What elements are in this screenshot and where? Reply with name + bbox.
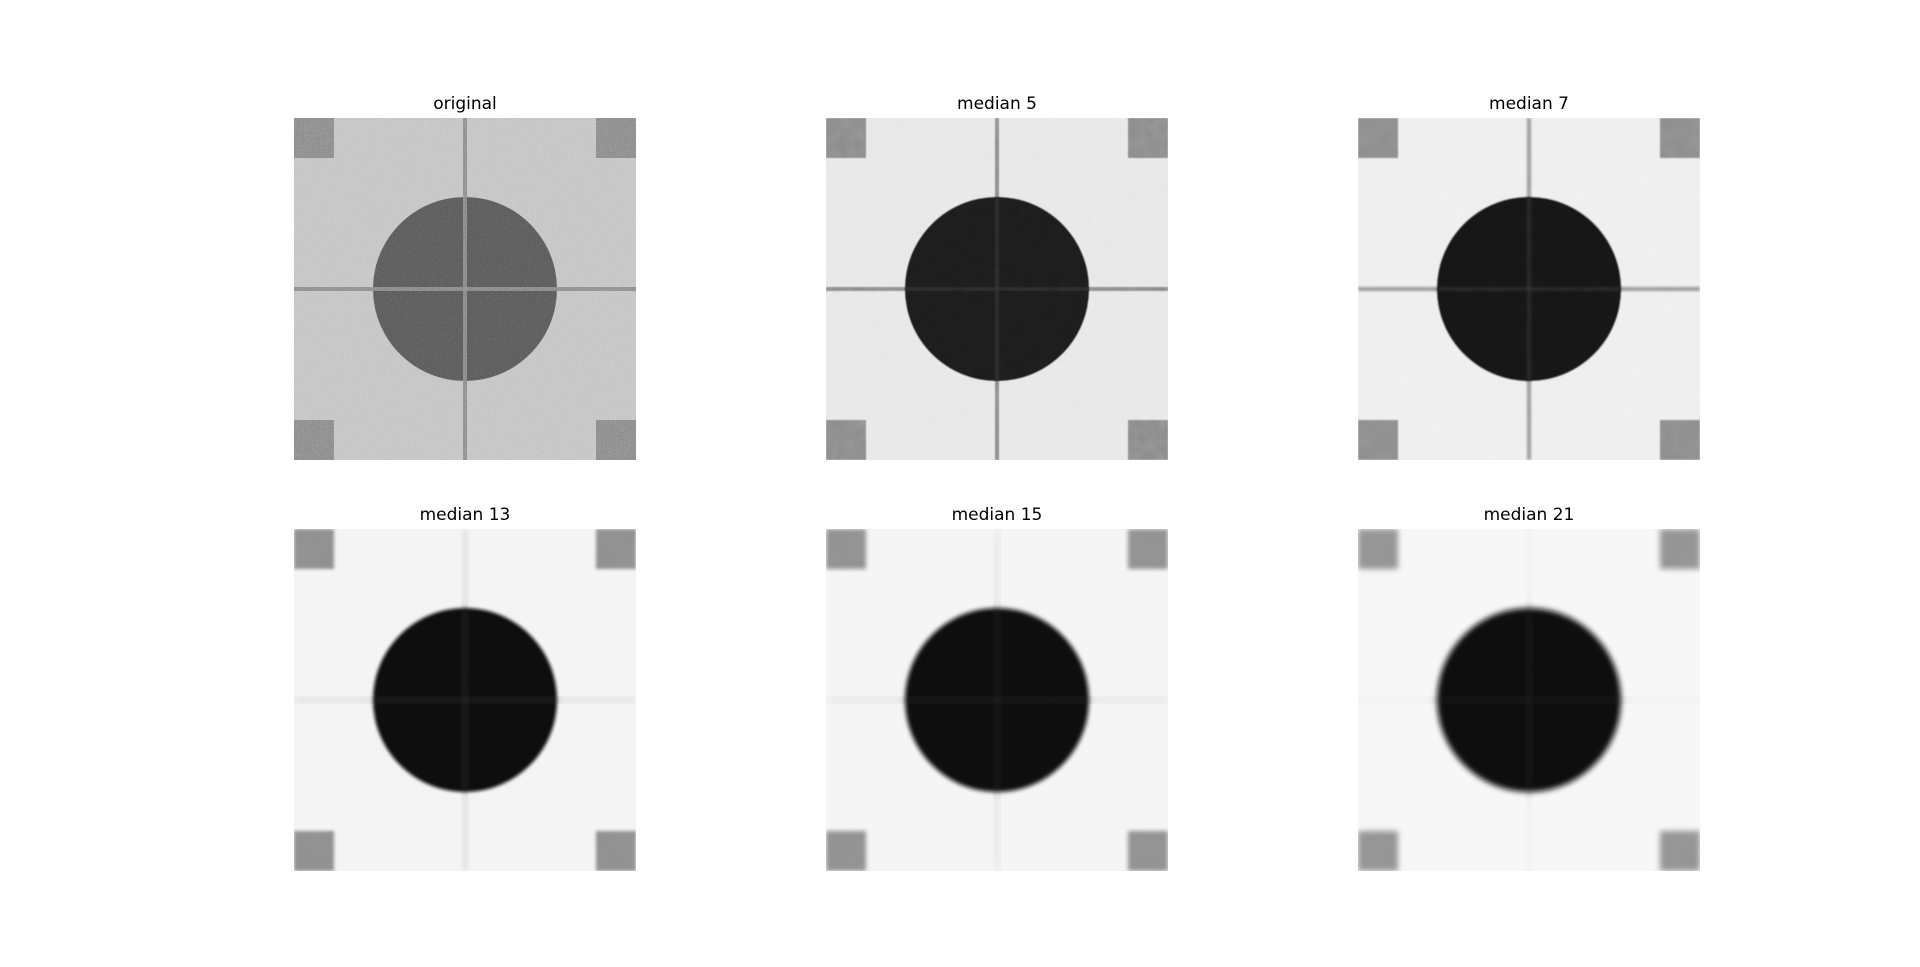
image-median-15 (826, 529, 1168, 871)
panel-title: median 15 (826, 505, 1168, 525)
noise-overlay (1358, 529, 1700, 871)
panel-title: original (294, 94, 636, 114)
noise-overlay (826, 118, 1168, 460)
panel-title: median 5 (826, 94, 1168, 114)
image-median-5 (826, 118, 1168, 460)
panel-median-21: median 21 (1358, 529, 1700, 871)
image-median-13 (294, 529, 636, 871)
noise-overlay (826, 529, 1168, 871)
panel-title: median 7 (1358, 94, 1700, 114)
panel-median-13: median 13 (294, 529, 636, 871)
noise-overlay (294, 529, 636, 871)
panel-median-7: median 7 (1358, 118, 1700, 460)
panel-original: original (294, 118, 636, 460)
panel-median-15: median 15 (826, 529, 1168, 871)
panel-title: median 13 (294, 505, 636, 525)
noise-overlay (294, 118, 636, 460)
panel-median-5: median 5 (826, 118, 1168, 460)
noise-overlay (1358, 118, 1700, 460)
panel-title: median 21 (1358, 505, 1700, 525)
image-median-7 (1358, 118, 1700, 460)
image-median-21 (1358, 529, 1700, 871)
image-original (294, 118, 636, 460)
